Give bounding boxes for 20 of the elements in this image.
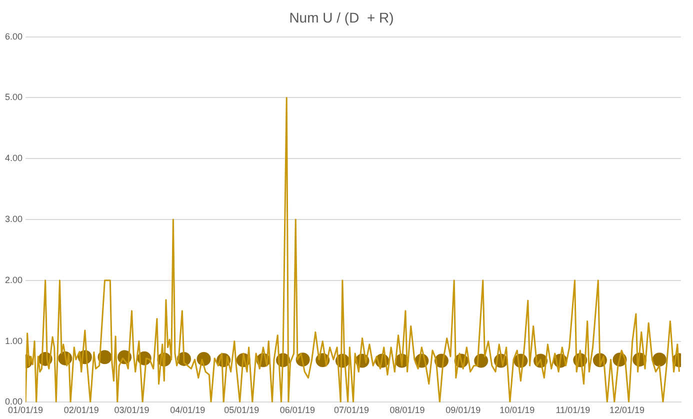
x-tick-label: 02/01/19 (64, 405, 99, 416)
y-tick-label: 4.00 (4, 153, 23, 164)
x-tick-label: 04/01/19 (170, 405, 206, 416)
y-tick-label: 6.00 (4, 31, 23, 42)
y-tick-label: 3.00 (4, 214, 23, 224)
x-tick-label: 08/01/19 (390, 405, 425, 416)
x-tick-label: 01/01/19 (8, 405, 44, 416)
y-tick-label: 0.00 (4, 396, 23, 407)
y-tick-label: 2.00 (4, 274, 23, 285)
x-tick-label: 12/01/19 (609, 405, 644, 416)
chart-title: Num U / (D + R) (289, 9, 394, 26)
x-tick-label: 09/01/19 (446, 405, 481, 416)
x-tick-label: 05/01/19 (224, 405, 260, 416)
x-tick-label: 07/01/19 (334, 405, 369, 416)
x-tick-label: 11/01/19 (556, 405, 590, 416)
y-tick-label: 5.00 (4, 92, 23, 102)
x-tick-label: 06/01/19 (280, 405, 315, 416)
x-tick-label: 03/01/19 (114, 405, 150, 416)
x-tick-label: 10/01/19 (500, 405, 535, 416)
y-tick-label: 1.00 (4, 336, 23, 346)
